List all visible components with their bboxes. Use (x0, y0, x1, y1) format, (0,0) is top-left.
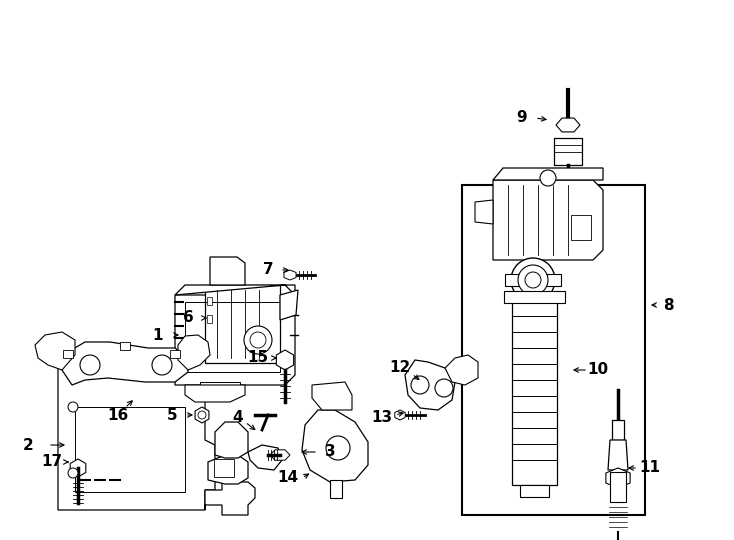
Circle shape (435, 379, 453, 397)
Polygon shape (276, 350, 294, 370)
Polygon shape (170, 350, 180, 358)
Polygon shape (284, 270, 296, 280)
Polygon shape (175, 295, 295, 385)
Polygon shape (270, 450, 290, 460)
Polygon shape (330, 480, 342, 498)
Polygon shape (210, 257, 245, 285)
Polygon shape (312, 382, 352, 410)
Circle shape (326, 436, 350, 460)
Circle shape (80, 355, 100, 375)
Text: 4: 4 (233, 410, 243, 426)
Polygon shape (280, 290, 298, 320)
Polygon shape (554, 138, 582, 165)
Bar (610, 472, 626, 502)
Bar (462, 185, 645, 515)
Text: 12: 12 (389, 361, 410, 375)
Circle shape (244, 326, 272, 354)
Circle shape (540, 170, 556, 186)
Circle shape (525, 272, 541, 288)
Polygon shape (612, 420, 624, 440)
Bar (185, 302, 280, 372)
Polygon shape (195, 407, 209, 423)
Text: 8: 8 (663, 298, 673, 313)
Polygon shape (512, 295, 557, 485)
Polygon shape (445, 355, 478, 385)
Bar (75, 407, 185, 492)
Polygon shape (302, 410, 368, 482)
Polygon shape (63, 350, 73, 358)
Bar (505, 274, 561, 286)
Bar (207, 315, 212, 323)
Polygon shape (493, 180, 603, 260)
Polygon shape (215, 422, 248, 458)
Text: 17: 17 (41, 455, 62, 469)
Polygon shape (200, 382, 240, 390)
Circle shape (68, 402, 78, 412)
Circle shape (411, 376, 429, 394)
Polygon shape (208, 455, 248, 484)
Text: 5: 5 (167, 408, 178, 422)
Polygon shape (35, 332, 75, 370)
Bar (207, 297, 212, 305)
Polygon shape (606, 468, 630, 488)
Text: 3: 3 (324, 444, 335, 460)
Text: 16: 16 (107, 408, 128, 422)
Bar (571, 215, 591, 240)
Polygon shape (62, 342, 188, 385)
Circle shape (250, 332, 266, 348)
Circle shape (511, 258, 555, 302)
Text: 14: 14 (277, 470, 299, 485)
Polygon shape (493, 168, 603, 180)
Circle shape (152, 355, 172, 375)
Text: 1: 1 (153, 327, 163, 342)
Polygon shape (405, 360, 455, 410)
Polygon shape (520, 485, 549, 497)
Text: 7: 7 (263, 262, 273, 278)
Text: 9: 9 (517, 111, 527, 125)
Polygon shape (58, 350, 215, 510)
Text: 10: 10 (587, 362, 608, 377)
Text: 2: 2 (23, 437, 33, 453)
Text: 11: 11 (639, 461, 661, 476)
Circle shape (68, 468, 78, 478)
Polygon shape (205, 285, 280, 363)
Polygon shape (248, 445, 282, 470)
Polygon shape (205, 482, 255, 515)
Polygon shape (175, 285, 295, 295)
Polygon shape (70, 459, 86, 477)
Bar (504, 291, 565, 303)
Polygon shape (556, 118, 580, 132)
Polygon shape (395, 410, 405, 420)
Text: 15: 15 (247, 350, 269, 366)
Polygon shape (608, 440, 628, 470)
Text: 13: 13 (371, 410, 393, 426)
Bar (214, 459, 234, 477)
Circle shape (198, 411, 206, 419)
Polygon shape (178, 335, 210, 370)
Polygon shape (185, 385, 245, 402)
Circle shape (518, 265, 548, 295)
Text: 6: 6 (183, 310, 193, 326)
Polygon shape (120, 342, 130, 350)
Polygon shape (475, 200, 493, 224)
